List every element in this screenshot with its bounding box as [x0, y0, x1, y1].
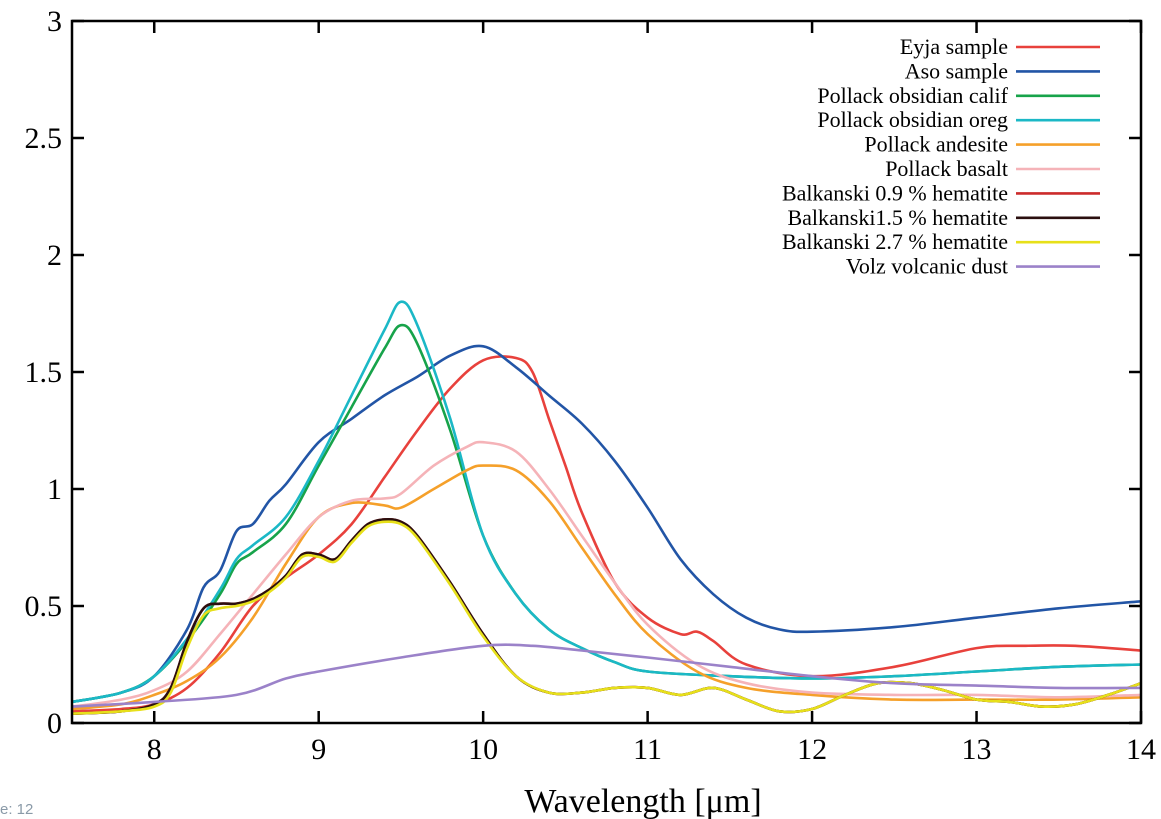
y-tick-label: 3	[47, 5, 62, 38]
x-tick-label: 11	[633, 733, 662, 766]
x-tick-label: 13	[962, 733, 992, 766]
legend-label-2: Aso sample	[905, 58, 1008, 83]
series-line-1	[72, 355, 1141, 713]
legend-label-5: Pollack andesite	[864, 132, 1008, 157]
y-tick-label: 2.5	[25, 122, 63, 155]
y-tick-label: 0.5	[25, 590, 63, 623]
series-line-6	[72, 440, 1141, 708]
y-tick-label: 0	[47, 707, 62, 740]
ticks-layer: 8 9 10 11 12 13 14 0 0.5 1 1.5 2 2.5 3	[25, 5, 1157, 766]
y-tick-label: 1	[47, 473, 62, 506]
legend-label-1: Eyja sample	[900, 34, 1008, 59]
legend-label-3: Pollack obsidian calif	[817, 83, 1008, 108]
x-tick-label: 10	[468, 733, 498, 766]
x-axis-label: Wavelength [μm]	[524, 783, 761, 819]
legend-label-6: Pollack basalt	[885, 156, 1008, 181]
y-tick-label: 1.5	[25, 356, 63, 389]
series-layer	[72, 300, 1141, 715]
legend-label-7: Balkanski 0.9 % hematite	[782, 180, 1008, 205]
legend-label-10: Volz volcanic dust	[846, 254, 1008, 279]
x-tick-label: 14	[1126, 733, 1156, 766]
series-line-2	[72, 344, 1141, 704]
legend-label-9: Balkanski 2.7 % hematite	[782, 229, 1008, 254]
x-tick-label: 9	[311, 733, 326, 766]
x-tick-label: 12	[797, 733, 827, 766]
series-line-4	[72, 300, 1141, 704]
corner-note: e: 12	[0, 801, 34, 818]
y-tick-label: 2	[47, 239, 62, 272]
x-tick-label: 8	[147, 733, 162, 766]
legend-label-8: Balkanski1.5 % hematite	[787, 205, 1008, 230]
series-line-10	[72, 643, 1141, 708]
legend-label-4: Pollack obsidian oreg	[817, 107, 1008, 132]
